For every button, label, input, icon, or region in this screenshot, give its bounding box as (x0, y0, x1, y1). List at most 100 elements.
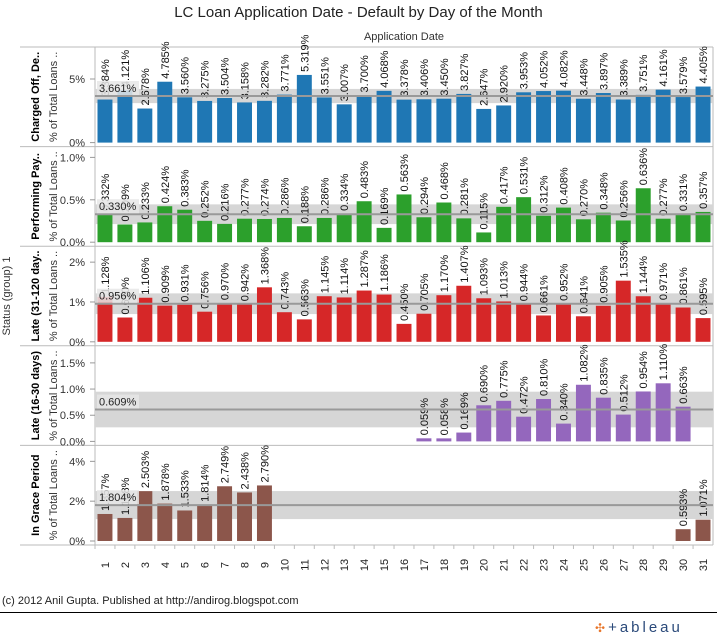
bar-data-label: 0.115% (479, 193, 491, 230)
bar (157, 206, 173, 243)
x-tick-label: 4 (160, 562, 172, 568)
x-tick-label: 15 (379, 559, 391, 571)
x-tick-label: 16 (399, 559, 411, 571)
tableau-cross-icon: ✣ (595, 621, 606, 635)
bar (296, 319, 312, 342)
bar-data-label: 3.827% (459, 53, 471, 91)
logo-text: +ableau (608, 619, 683, 636)
bar (436, 438, 452, 442)
bar (396, 99, 412, 143)
bar-data-label: 2.647% (479, 68, 491, 106)
bar-data-label: 0.641% (578, 276, 590, 314)
bar (436, 295, 452, 342)
bar (496, 400, 512, 442)
bar-data-label: 0.483% (359, 161, 371, 199)
bar-data-label: 1.128% (100, 256, 112, 294)
bar-data-label: 0.169% (459, 392, 471, 430)
bar-data-label: 3.448% (578, 58, 590, 96)
bar (536, 215, 552, 243)
y-tick-label: 2% (69, 496, 85, 508)
bar (376, 227, 392, 243)
bar-data-label: 0.468% (439, 162, 451, 200)
bar (595, 93, 611, 143)
bar-data-label: 0.270% (578, 179, 590, 217)
x-tick-label: 11 (299, 559, 311, 570)
bar (635, 188, 651, 243)
bar-data-label: 1.110% (658, 344, 670, 381)
bar (615, 220, 631, 243)
row-label: In Grace Period (30, 455, 42, 536)
y-tick-label: 0% (69, 138, 85, 150)
x-tick-label: 6 (200, 562, 212, 568)
bar (575, 98, 591, 143)
x-tick-label: 25 (578, 559, 590, 571)
x-tick-label: 5 (180, 562, 192, 568)
bar-data-label: 4.785% (160, 41, 172, 79)
bar (356, 290, 372, 342)
x-tick-label: 31 (698, 559, 710, 571)
bar (356, 95, 372, 143)
bar-data-label: 1.013% (499, 261, 511, 299)
bar-data-label: 0.216% (220, 183, 232, 221)
average-label: 1.804% (99, 492, 137, 504)
y-tick-label: 1.5% (60, 358, 85, 370)
bar-data-label: 0.905% (598, 265, 610, 303)
x-tick-label: 9 (259, 562, 271, 568)
x-tick-label: 3 (140, 562, 152, 568)
bar (575, 384, 591, 442)
bar (476, 405, 492, 442)
bar (536, 315, 552, 342)
row-label: Late (31-120 day.. (30, 251, 42, 342)
y-tick-label: 5% (69, 74, 85, 86)
x-tick-label: 29 (658, 559, 670, 571)
bar (655, 89, 671, 143)
bar-data-label: 3.007% (339, 64, 351, 102)
bar (177, 510, 193, 541)
bar-data-label: 4.082% (558, 50, 570, 88)
bar (396, 323, 412, 342)
y-tick-label: 2% (69, 257, 85, 269)
y-tick-label: 1.0% (60, 384, 85, 396)
bar-data-label: 2.790% (259, 445, 271, 483)
bar-data-label: 3.504% (220, 57, 232, 95)
x-tick-label: 7 (220, 562, 232, 568)
bar-data-label: 0.690% (479, 365, 491, 403)
bar-data-label: 1.814% (200, 464, 212, 502)
chart-title: LC Loan Application Date - Default by Da… (174, 4, 543, 21)
bar (197, 100, 213, 143)
y-tick-label: 0.5% (60, 410, 85, 422)
bar-data-label: 3.158% (240, 62, 252, 100)
bar (516, 416, 532, 442)
bar (316, 97, 332, 143)
bar-data-label: 0.942% (240, 264, 252, 302)
bar (416, 313, 432, 342)
bar-data-label: 1.082% (578, 344, 590, 382)
measure-label: % of Total Loans .. (48, 52, 60, 142)
tableau-logo[interactable]: ✣ +ableau (595, 619, 683, 636)
bar (217, 223, 233, 243)
bar-data-label: 2.438% (240, 452, 252, 490)
x-tick-label: 28 (638, 559, 650, 571)
bar-data-label: 1.287% (359, 250, 371, 288)
bar-data-label: 0.233% (140, 182, 152, 220)
bar-data-label: 0.274% (259, 178, 271, 216)
bar (97, 296, 113, 342)
bar (237, 304, 252, 342)
bar (376, 294, 392, 342)
bar (197, 220, 213, 243)
bar (615, 99, 631, 143)
average-label: 3.661% (99, 83, 137, 95)
bar (456, 93, 472, 143)
average-label-bg (97, 81, 139, 96)
bar-data-label: 0.931% (180, 264, 192, 302)
bar-data-label: 0.861% (678, 267, 690, 305)
bar (237, 102, 252, 143)
y-tick-label: 0.5% (60, 195, 85, 207)
bar (137, 108, 153, 143)
bar-data-label: 0.340% (558, 383, 570, 421)
bar (556, 90, 571, 143)
x-tick-label: 17 (419, 559, 431, 571)
average-label-bg (97, 199, 139, 214)
bar (256, 100, 272, 143)
bar (316, 217, 332, 243)
